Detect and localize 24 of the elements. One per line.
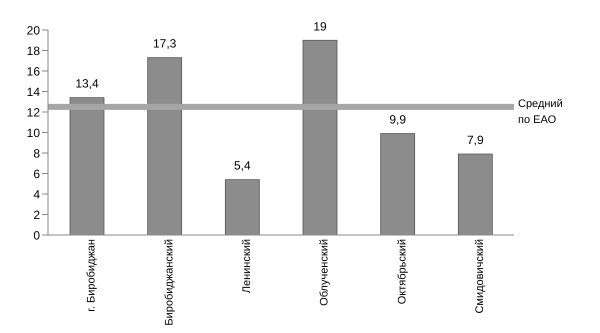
data-label: 19 [313,19,327,34]
y-tick-label: 16 [26,64,40,78]
data-label: 13,4 [75,76,99,91]
x-tick-label: Облученский [318,239,331,306]
y-tick-label: 18 [26,44,40,58]
y-tick-label: 4 [33,187,40,202]
y-tick-label: 12 [26,105,40,120]
y-tick-label: 10 [26,126,40,140]
y-tick-label: 0 [33,228,40,242]
y-tick-label: 2 [33,208,40,222]
y-tick-label: 8 [33,146,40,160]
data-label: 9,9 [389,112,406,127]
x-tick-label: г. Биробиджан [86,239,98,312]
data-label: 17,3 [152,36,177,51]
x-tick-label: Биробиджанский [163,239,176,326]
x-tick-label: Смидовичский [474,239,486,314]
data-label: 7,9 [466,133,484,148]
x-tick-label: Октябрьский [396,239,408,304]
ref-line-label: Средний по ЕАО [518,98,563,126]
data-label: 5,4 [234,158,251,173]
y-tick-label: 6 [33,166,40,181]
x-tick-label: Ленинский [240,239,253,294]
y-tick-label: 14 [26,84,40,99]
y-tick-label: 20 [26,23,40,38]
